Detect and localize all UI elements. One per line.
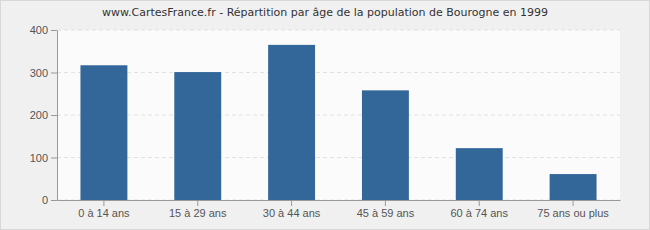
tick: 15 à 29 ans [169, 200, 227, 219]
background [1, 1, 650, 230]
x-axis: 0 à 14 ans 15 à 29 ans 30 à 44 ans 45 à 59 … [58, 200, 621, 219]
tick-label: 75 ans ou plus [537, 207, 609, 219]
tick: 60 à 74 ans [451, 200, 509, 219]
bar [456, 148, 503, 200]
tick: 400 [30, 24, 57, 36]
tick-mark [51, 73, 57, 74]
chart: www.CartesFrance.fr - Répartition par âg… [0, 0, 650, 230]
bars [80, 45, 596, 200]
grid-line [57, 72, 620, 73]
bar [362, 90, 409, 200]
y-axis: 0 100 200 300 400 [30, 24, 58, 206]
tick-mark [51, 30, 57, 31]
tick-mark [51, 158, 57, 159]
plot: 0 100 200 300 400 0 à 14 ans 15 à 29 ans 30 à 4… [30, 24, 621, 219]
grid-line [57, 157, 620, 158]
plot-area [57, 30, 620, 200]
bar [174, 72, 221, 200]
tick-label: 30 à 44 ans [263, 207, 321, 219]
tick: 45 à 59 ans [357, 200, 415, 219]
tick-mark [51, 200, 57, 201]
tick-label: 400 [30, 24, 48, 36]
grid-line [57, 200, 620, 201]
tick-mark [103, 200, 104, 206]
tick-label: 60 à 74 ans [451, 207, 509, 219]
tick-mark [573, 200, 574, 206]
tick-mark [479, 200, 480, 206]
tick-label: 0 à 14 ans [78, 207, 130, 219]
tick-mark [197, 200, 198, 206]
bar [268, 45, 315, 200]
tick-mark [51, 115, 57, 116]
tick: 75 ans ou plus [537, 200, 609, 219]
tick: 0 [42, 194, 57, 206]
tick: 0 à 14 ans [78, 200, 130, 219]
grid-line [57, 30, 620, 31]
y-axis-line [57, 31, 58, 201]
tick-mark [385, 200, 386, 206]
title: www.CartesFrance.fr - Répartition par âg… [102, 6, 548, 19]
tick: 30 à 44 ans [263, 200, 321, 219]
grid-line [57, 115, 620, 116]
bar [80, 65, 127, 200]
x-axis-line [58, 200, 621, 201]
tick-label: 45 à 59 ans [357, 207, 415, 219]
tick-label: 0 [42, 194, 48, 206]
tick-label: 100 [30, 152, 48, 164]
tick: 100 [30, 152, 57, 164]
tick-label: 300 [30, 67, 48, 79]
grid [57, 30, 620, 200]
bar [550, 174, 597, 200]
tick-mark [291, 200, 292, 206]
tick-label: 15 à 29 ans [169, 207, 227, 219]
tick: 300 [30, 67, 57, 79]
tick-label: 200 [30, 109, 48, 121]
tick: 200 [30, 109, 57, 121]
